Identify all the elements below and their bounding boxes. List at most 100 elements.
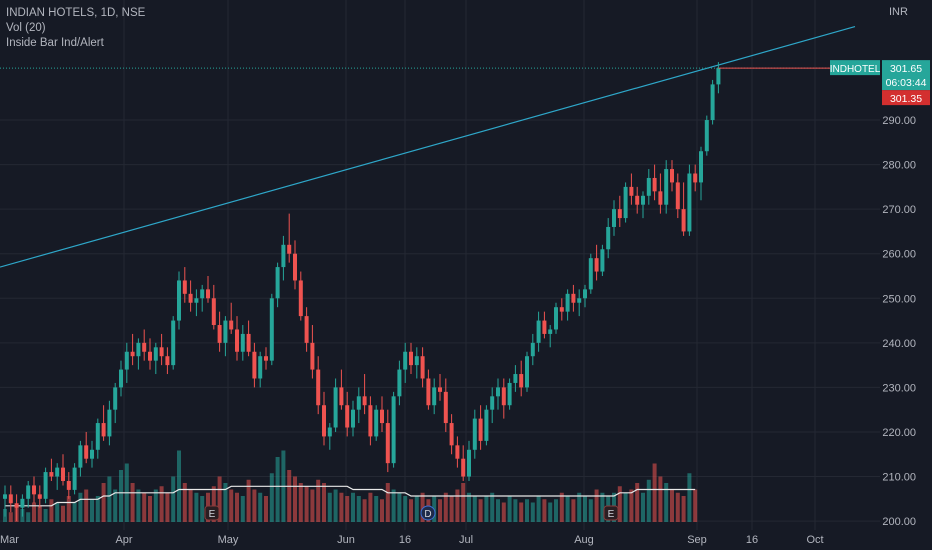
volume-bar	[258, 492, 263, 522]
volume-bar	[507, 496, 512, 522]
volume-bar	[414, 496, 419, 522]
candle-body	[588, 258, 593, 290]
candle-body	[293, 253, 297, 281]
candle-body	[385, 423, 390, 464]
last-price-badge	[882, 60, 930, 91]
candle-body	[548, 329, 553, 334]
candle-body	[240, 333, 245, 352]
candle-body	[519, 374, 524, 388]
volume-bar	[61, 505, 65, 522]
volume-bar	[588, 499, 593, 522]
volume-bar	[641, 492, 645, 522]
candle-body	[49, 472, 54, 477]
volume-bar	[194, 492, 199, 522]
volume-bar	[391, 489, 396, 522]
candle-body	[409, 351, 413, 366]
candle-body	[351, 409, 355, 428]
candle-body	[153, 347, 158, 361]
volume-bar	[472, 496, 477, 522]
volume-bar	[693, 489, 698, 522]
volume-bar	[333, 489, 338, 522]
candle-body	[612, 209, 616, 227]
candle-body	[432, 387, 437, 406]
candle-body	[298, 280, 303, 317]
candle-body	[14, 503, 19, 508]
candle-body	[3, 494, 7, 499]
candle-body	[182, 280, 187, 294]
volume-bar	[165, 492, 170, 522]
price-axis-label: 270.00	[882, 204, 916, 216]
candle-body	[26, 485, 31, 499]
candle-body	[32, 485, 36, 495]
event-letter: E	[608, 509, 615, 520]
candle-body	[693, 173, 698, 183]
candle-body	[90, 449, 94, 459]
candle-body	[681, 209, 686, 232]
volume-bar	[374, 496, 379, 522]
candle-body	[165, 356, 170, 366]
volume-bar	[223, 483, 228, 522]
candle-body	[188, 293, 193, 303]
volume-bar	[293, 476, 297, 522]
candle-body	[217, 325, 222, 343]
candle-body	[345, 405, 350, 428]
candle-body	[571, 293, 576, 303]
candle-body	[310, 342, 315, 370]
volume-bar	[101, 483, 106, 522]
volume-bar	[269, 473, 274, 522]
volume-bar	[49, 499, 54, 522]
volume-bar	[548, 502, 553, 522]
volume-bar	[571, 499, 576, 522]
volume-bar	[496, 499, 500, 522]
volume-bar	[554, 499, 558, 522]
candle-body	[542, 320, 547, 334]
volume-bar	[623, 492, 628, 522]
volume-bar	[652, 463, 657, 522]
price-axis-label: 240.00	[882, 338, 916, 350]
volume-bar	[577, 492, 582, 522]
volume-bar	[658, 476, 663, 522]
volume-bar	[356, 496, 361, 522]
candle-body	[710, 84, 715, 121]
candle-body	[461, 458, 466, 477]
candle-body	[229, 320, 234, 330]
inside-bar-indicator-label[interactable]: Inside Bar Ind/Alert	[6, 37, 104, 49]
volume-bar	[66, 496, 71, 522]
volume-bar	[629, 489, 634, 522]
volume-bar	[380, 499, 384, 522]
candle-body	[380, 409, 384, 424]
prev-close-value: 301.35	[890, 93, 922, 105]
event-letter: D	[424, 509, 431, 520]
candle-body	[356, 396, 361, 410]
time-axis-label: May	[218, 534, 239, 546]
candle-body	[641, 195, 645, 205]
candle-body	[426, 378, 431, 406]
symbol-title[interactable]: INDIAN HOTELS, 1D, NSE	[6, 7, 146, 19]
candle-body	[414, 356, 419, 366]
candle-body	[664, 169, 669, 205]
candle-body	[206, 289, 210, 299]
volume-bar	[490, 492, 495, 522]
candle-body	[513, 374, 518, 383]
trendline	[0, 25, 856, 268]
time-axis-label: 16	[399, 534, 411, 546]
candle-body	[200, 289, 205, 299]
time-axis-label: Jul	[459, 534, 473, 546]
candle-body	[194, 298, 199, 303]
candle-body	[119, 369, 123, 388]
candle-body	[507, 382, 512, 406]
candle-body	[130, 351, 135, 357]
candle-body	[403, 351, 408, 370]
candle-body	[635, 195, 640, 205]
last-price-value: 301.65	[890, 63, 922, 75]
volume-indicator-label[interactable]: Vol (20)	[6, 22, 46, 34]
volume-bar	[403, 496, 408, 522]
price-axis-label: 210.00	[882, 472, 916, 484]
volume-bar	[153, 489, 158, 522]
volume-bar	[455, 489, 460, 522]
time-axis-label: Aug	[574, 534, 594, 546]
candle-body	[142, 342, 147, 352]
volume-bar	[449, 496, 454, 522]
